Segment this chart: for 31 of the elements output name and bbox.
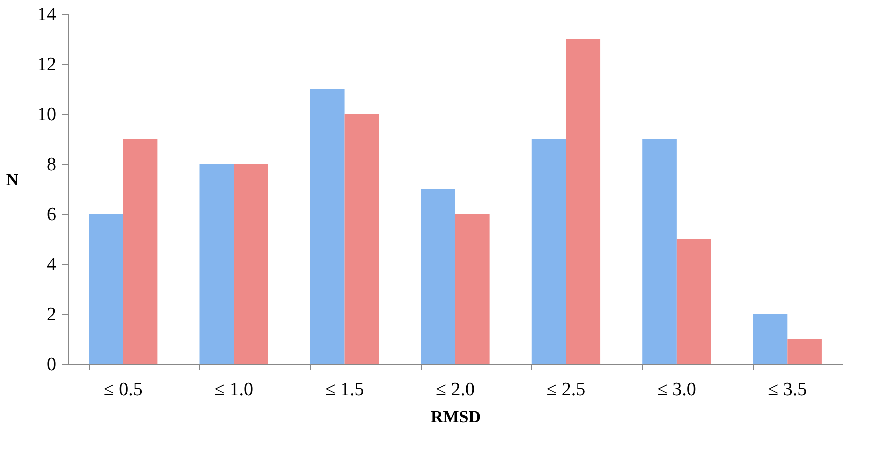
bar [753, 314, 788, 364]
x-tick-label: ≤ 3.5 [768, 380, 808, 400]
x-tick-label: ≤ 2.0 [436, 380, 475, 400]
y-tick-label: 8 [47, 154, 56, 176]
bar [642, 139, 677, 364]
bar [532, 139, 566, 364]
y-tick-label: 4 [47, 254, 57, 276]
bar [788, 339, 822, 364]
bar [123, 139, 158, 364]
x-tick-label: ≤ 1.0 [214, 380, 254, 400]
bar [421, 189, 456, 364]
x-tick-label: ≤ 3.0 [657, 380, 696, 400]
bar [310, 89, 345, 364]
y-axis-title: N [6, 170, 20, 190]
bar [200, 164, 234, 364]
x-tick-label: ≤ 0.5 [104, 380, 143, 400]
x-tick-label: ≤ 2.5 [546, 380, 586, 400]
y-tick-label: 6 [47, 204, 56, 226]
bar [234, 164, 268, 364]
y-tick-label: 10 [38, 104, 56, 126]
bar [676, 239, 712, 364]
bar [456, 214, 490, 364]
bar [89, 214, 124, 364]
bar [344, 114, 380, 364]
bar [566, 39, 601, 364]
x-tick-label: ≤ 1.5 [325, 380, 364, 400]
x-axis-title: RMSD [430, 408, 482, 426]
y-tick-label: 14 [38, 4, 57, 26]
y-tick-label: 0 [47, 354, 56, 376]
y-tick-label: 12 [38, 54, 56, 76]
y-tick-label: 2 [47, 304, 56, 326]
